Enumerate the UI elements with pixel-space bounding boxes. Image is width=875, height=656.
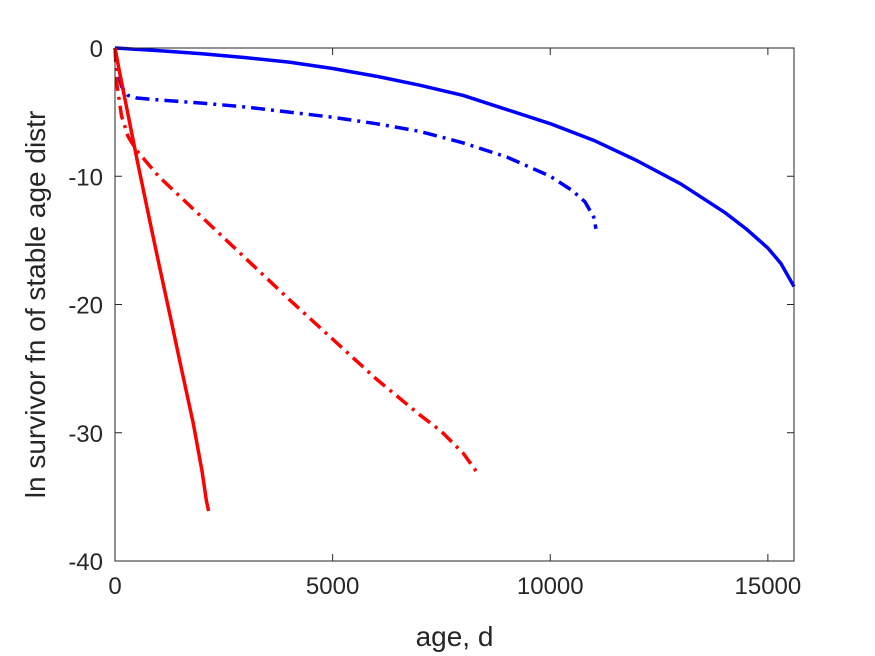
x-tick-label: 10000 <box>517 573 584 600</box>
series-line-3 <box>113 47 211 512</box>
y-axis-label: ln survivor fn of stable age distr <box>20 111 51 499</box>
y-tick-label: -40 <box>68 549 103 576</box>
y-tick-label: -10 <box>68 164 103 191</box>
x-tick-label: 0 <box>108 573 121 600</box>
ticks-layer: 0 5000 10000 15000 0 -10 -20 -30 -40 <box>68 36 801 600</box>
series-line-1 <box>114 46 796 288</box>
y-tick-label: -30 <box>68 421 103 448</box>
y-tick-label: -20 <box>68 293 103 320</box>
series-layer <box>113 46 796 512</box>
series-line-2 <box>113 47 598 230</box>
y-tick-label: 0 <box>90 36 103 63</box>
x-tick-label: 15000 <box>735 573 802 600</box>
x-axis-label: age, d <box>416 621 494 652</box>
x-tick-label: 5000 <box>306 573 359 600</box>
